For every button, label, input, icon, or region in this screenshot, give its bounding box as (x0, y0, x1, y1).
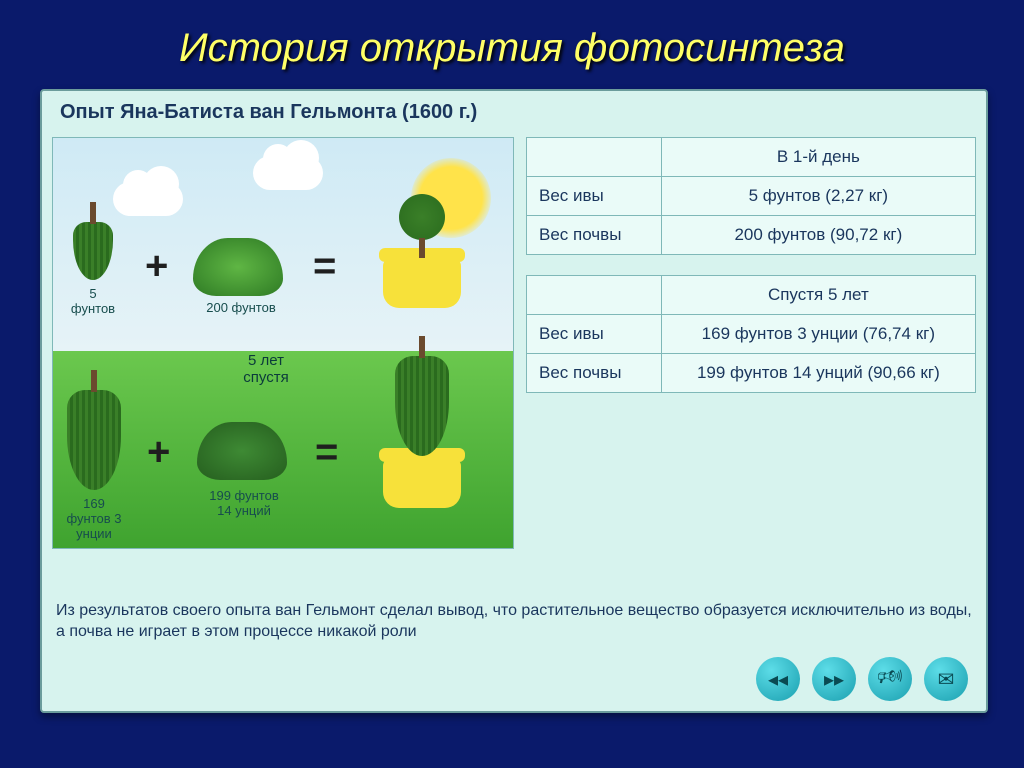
soil-mound-icon (193, 238, 283, 296)
camera-button[interactable]: ✉ (924, 657, 968, 701)
sound-icon: 🕬 (877, 662, 903, 696)
cell-val: 169 фунтов 3 унции (76,74 кг) (661, 315, 975, 354)
soil-mound-dark-icon (197, 422, 287, 480)
table-header: В 1-й день (661, 138, 975, 177)
table-day1: В 1-й день Вес ивы5 фунтов (2,27 кг) Вес… (526, 137, 976, 255)
slide-title: История открытия фотосинтеза (40, 26, 984, 71)
table-row: Спустя 5 лет (527, 276, 976, 315)
cloud-icon (253, 156, 323, 190)
content-card: Опыт Яна-Батиста ван Гельмонта (1600 г.)… (40, 89, 988, 713)
cell-key: Вес ивы (527, 177, 662, 216)
table-row: Вес почвы200 фунтов (90,72 кг) (527, 216, 976, 255)
cell-key: Вес ивы (527, 315, 662, 354)
label-mound-top: 200 фунтов (191, 300, 291, 315)
table-row: Вес ивы5 фунтов (2,27 кг) (527, 177, 976, 216)
next-button[interactable]: ▸▸ (812, 657, 856, 701)
conclusion-text: Из результатов своего опыта ван Гельмонт… (56, 600, 972, 643)
sound-button[interactable]: 🕬 (868, 657, 912, 701)
label-willow-bottom: 169 фунтов 3 унции (59, 496, 129, 541)
table-row: Вес почвы199 фунтов 14 унций (90,66 кг) (527, 354, 976, 393)
label-willow-top: 5 фунтов (67, 286, 119, 316)
label-mound-bottom: 199 фунтов 14 унций (189, 488, 299, 518)
data-tables: В 1-й день Вес ивы5 фунтов (2,27 кг) Вес… (526, 137, 976, 413)
nav-bar: ◂◂ ▸▸ 🕬 ✉ (756, 657, 968, 701)
forward-icon: ▸▸ (824, 667, 844, 692)
table-header: Спустя 5 лет (661, 276, 975, 315)
equals-icon: = (313, 244, 336, 289)
table-row: В 1-й день (527, 138, 976, 177)
rewind-icon: ◂◂ (768, 667, 788, 692)
table-after5y: Спустя 5 лет Вес ивы169 фунтов 3 унции (… (526, 275, 976, 393)
pot-icon (383, 258, 461, 308)
camera-icon: ✉ (938, 667, 955, 692)
table-row: Вес ивы169 фунтов 3 унции (76,74 кг) (527, 315, 976, 354)
label-middle: 5 лет спустя (231, 352, 301, 386)
prev-button[interactable]: ◂◂ (756, 657, 800, 701)
cloud-icon (113, 182, 183, 216)
cell-key: Вес почвы (527, 354, 662, 393)
cell-val: 5 фунтов (2,27 кг) (661, 177, 975, 216)
experiment-title: Опыт Яна-Батиста ван Гельмонта (1600 г.) (60, 101, 480, 124)
plus-icon: + (145, 244, 168, 289)
cell-key: Вес почвы (527, 216, 662, 255)
slide: История открытия фотосинтеза Опыт Яна-Ба… (0, 0, 1024, 768)
cell-val: 200 фунтов (90,72 кг) (661, 216, 975, 255)
pot-icon (383, 458, 461, 508)
plus-icon: + (147, 430, 170, 475)
experiment-diagram: + = 5 фунтов 200 фунтов 5 лет спустя + =… (52, 137, 514, 549)
cell-val: 199 фунтов 14 унций (90,66 кг) (661, 354, 975, 393)
tree-icon (399, 194, 445, 240)
equals-icon: = (315, 430, 338, 475)
